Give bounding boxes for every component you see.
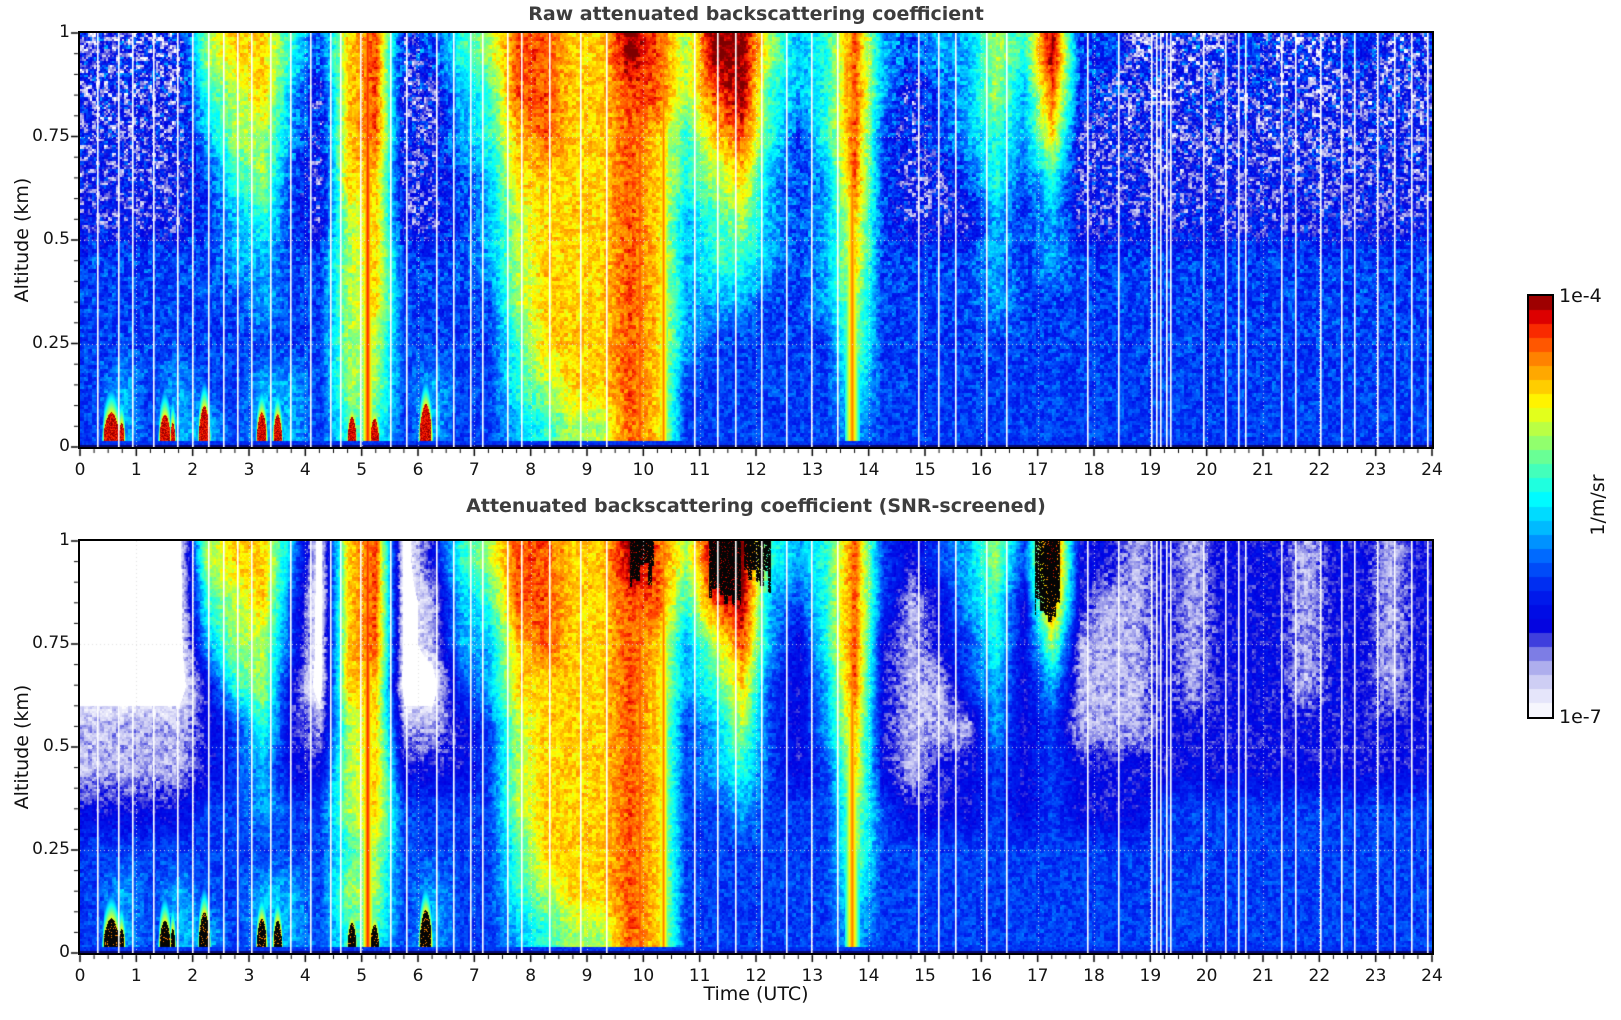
x-tick-label: 13 bbox=[801, 966, 824, 986]
x-tick-label: 6 bbox=[412, 966, 424, 986]
x-tick-label: 24 bbox=[1421, 966, 1443, 986]
x-tick-label: 7 bbox=[468, 460, 480, 480]
x-tick-label: 16 bbox=[970, 966, 993, 986]
raw-backscatter-heatmap bbox=[78, 31, 1434, 449]
y-tick-label: 0.25 bbox=[32, 839, 70, 859]
x-tick-label: 5 bbox=[356, 460, 368, 480]
y-tick-label: 0.75 bbox=[32, 125, 70, 146]
x-tick-label: 0 bbox=[74, 966, 86, 986]
colorbar-unit-label: 1/m/sr bbox=[1587, 474, 1609, 536]
x-tick-label: 0 bbox=[74, 460, 86, 480]
y-tick-label: 0.75 bbox=[32, 633, 70, 653]
x-tick-label: 16 bbox=[970, 460, 993, 480]
x-tick-label: 14 bbox=[857, 460, 880, 480]
x-tick-label: 11 bbox=[688, 460, 711, 480]
panel2-title: Attenuated backscattering coefficient (S… bbox=[466, 495, 1046, 517]
x-tick-label: 21 bbox=[1252, 966, 1274, 986]
x-tick-label: 9 bbox=[581, 460, 593, 480]
x-tick-label: 18 bbox=[1083, 460, 1105, 480]
colorbar-min-label: 1e-7 bbox=[1559, 706, 1602, 728]
x-tick-label: 2 bbox=[187, 966, 199, 986]
x-tick-label: 19 bbox=[1139, 966, 1162, 986]
x-axis-label: Time (UTC) bbox=[703, 983, 809, 1005]
y-tick-label: 0.25 bbox=[32, 332, 70, 353]
x-tick-label: 18 bbox=[1083, 966, 1105, 986]
x-tick-label: 24 bbox=[1421, 460, 1443, 480]
screened-backscatter-heatmap bbox=[78, 539, 1434, 955]
x-tick-label: 9 bbox=[581, 966, 593, 986]
x-tick-label: 4 bbox=[299, 966, 311, 986]
y-tick-label: 1 bbox=[59, 22, 70, 42]
x-tick-label: 12 bbox=[745, 966, 767, 986]
x-tick-label: 17 bbox=[1026, 966, 1049, 986]
x-tick-label: 20 bbox=[1195, 460, 1218, 480]
x-tick-label: 4 bbox=[299, 460, 311, 480]
x-tick-label: 14 bbox=[857, 966, 880, 986]
panel1-title: Raw attenuated backscattering coefficien… bbox=[528, 3, 984, 25]
y-tick-label: 0 bbox=[59, 942, 70, 962]
x-tick-label: 6 bbox=[412, 460, 424, 480]
x-tick-label: 11 bbox=[688, 966, 711, 986]
colorbar-max-label: 1e-4 bbox=[1559, 285, 1602, 307]
x-tick-label: 15 bbox=[914, 966, 936, 986]
x-tick-label: 23 bbox=[1364, 966, 1387, 986]
x-tick-label: 7 bbox=[468, 966, 480, 986]
x-tick-label: 5 bbox=[356, 966, 368, 986]
colorbar bbox=[1527, 294, 1554, 719]
x-tick-label: 15 bbox=[914, 460, 936, 480]
x-tick-label: 22 bbox=[1308, 966, 1331, 986]
x-tick-label: 12 bbox=[745, 460, 767, 480]
x-tick-label: 3 bbox=[243, 966, 255, 986]
x-tick-label: 8 bbox=[525, 966, 537, 986]
x-tick-label: 21 bbox=[1252, 460, 1274, 480]
x-tick-label: 8 bbox=[525, 460, 537, 480]
y-tick-label: 0 bbox=[59, 436, 70, 456]
x-tick-label: 1 bbox=[130, 966, 142, 986]
x-tick-label: 1 bbox=[130, 460, 142, 480]
x-tick-label: 20 bbox=[1195, 966, 1218, 986]
x-tick-label: 2 bbox=[187, 460, 199, 480]
x-tick-label: 19 bbox=[1139, 460, 1162, 480]
x-tick-label: 13 bbox=[801, 460, 824, 480]
x-tick-label: 10 bbox=[632, 966, 655, 986]
y-tick-label: 0.5 bbox=[42, 229, 70, 249]
x-tick-label: 17 bbox=[1026, 460, 1049, 480]
x-tick-label: 10 bbox=[632, 460, 655, 480]
x-tick-label: 3 bbox=[243, 460, 255, 480]
y-tick-label: 0.5 bbox=[42, 736, 70, 756]
x-tick-label: 23 bbox=[1364, 460, 1387, 480]
y-tick-label: 1 bbox=[59, 530, 70, 550]
x-tick-label: 22 bbox=[1308, 460, 1331, 480]
